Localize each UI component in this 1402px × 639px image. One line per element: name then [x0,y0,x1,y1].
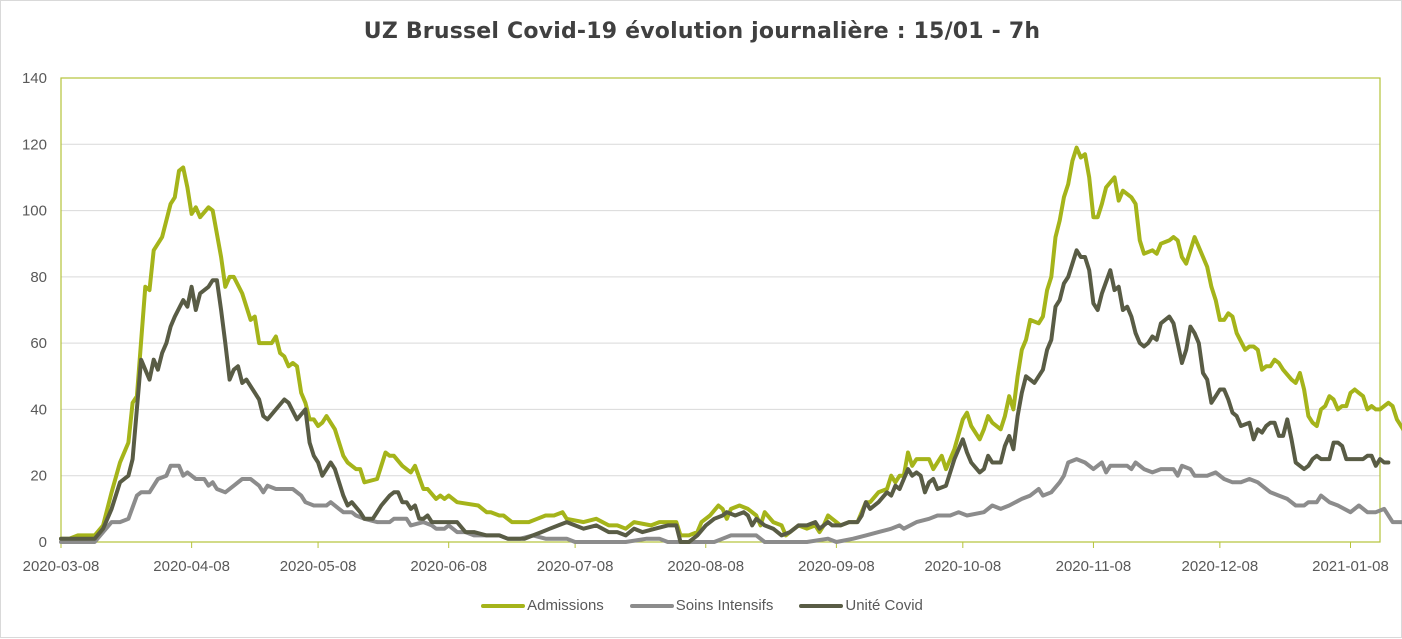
legend: Admissions Soins Intensifs Unité Covid [1,597,1402,614]
x-tick-label: 2020-07-08 [537,558,614,575]
legend-item: Admissions [481,597,604,614]
legend-item: Unité Covid [799,597,923,614]
y-tick-label: 80 [30,269,47,286]
y-tick-label: 120 [22,136,47,153]
x-tick-label: 2020-06-08 [410,558,487,575]
series-lines [59,145,1402,544]
series-line-soins-intensifs [59,457,1402,544]
y-tick-label: 140 [22,70,47,87]
x-tick-label: 2020-09-08 [798,558,875,575]
x-axis: 2020-03-08 2020-04-08 2020-05-08 2020-06-08… [23,542,1389,575]
series-line-unit-covid [59,248,1391,544]
x-tick-label: 2020-03-08 [23,558,100,575]
legend-swatch [799,603,844,608]
legend-item: Soins Intensifs [629,597,774,614]
y-tick-label: 100 [22,203,47,220]
series-line-admissions [59,145,1402,541]
x-tick-label: 2020-05-08 [280,558,357,575]
y-tick-label: 40 [30,401,47,418]
chart-title: UZ Brussel Covid-19 évolution journalièr… [363,19,1041,44]
plot-area-border [60,77,1381,543]
legend-label: Admissions [527,597,604,614]
legend-swatch [629,603,674,608]
x-tick-label: 2020-08-08 [667,558,744,575]
x-tick-label: 2020-12-08 [1181,558,1258,575]
x-tick-label: 2020-10-08 [924,558,1001,575]
y-axis: 0 20 40 60 80 100 120 140 [22,70,47,551]
gridlines [61,77,1380,543]
y-tick-label: 0 [39,534,47,551]
legend-label: Soins Intensifs [675,597,774,614]
x-tick-label: 2020-11-08 [1056,558,1132,575]
x-tick-label: 2021-01-08 [1312,558,1389,575]
legend-label: Unité Covid [845,597,923,614]
y-tick-label: 20 [30,468,47,485]
legend-swatch [481,603,526,608]
y-tick-label: 60 [30,335,47,352]
x-tick-label: 2020-04-08 [153,558,230,575]
